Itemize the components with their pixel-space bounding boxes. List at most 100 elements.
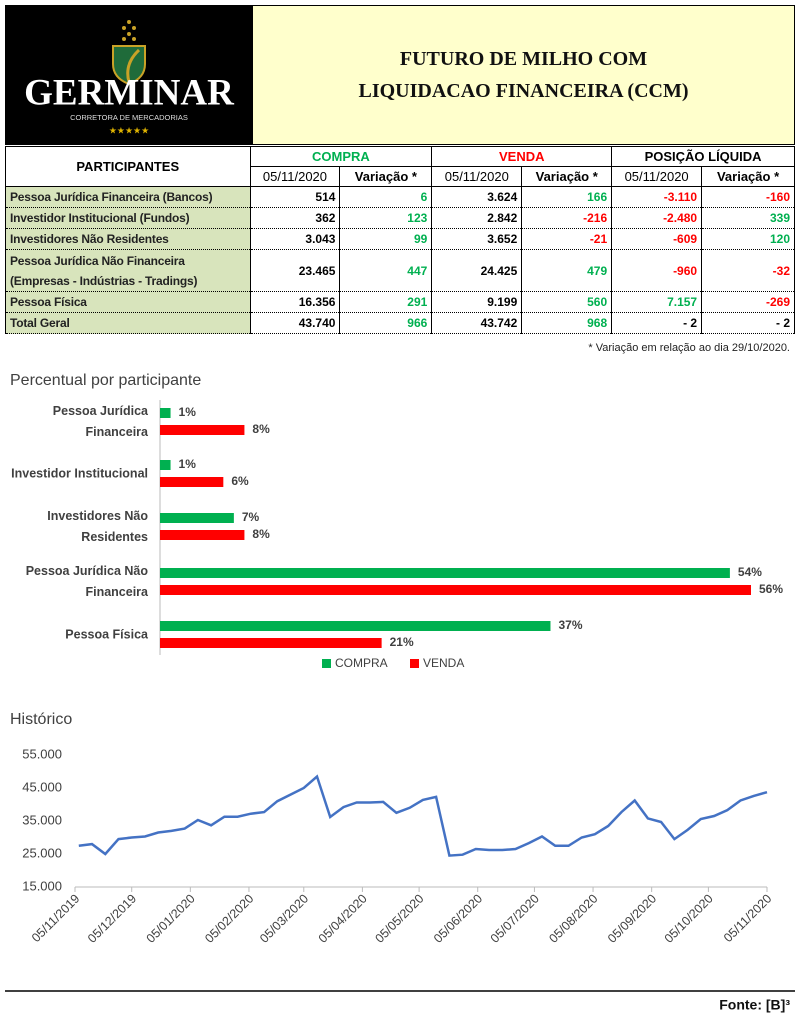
table-cell: -2.480 (611, 207, 703, 229)
column-header: Variação * (701, 166, 795, 187)
table-cell: 24.425 (431, 249, 523, 292)
value-label: 56% (759, 582, 783, 596)
value-label: 21% (390, 635, 414, 649)
table-cell: 560 (521, 291, 613, 313)
group-header: COMPRA (249, 146, 433, 167)
row-label: Investidores Não Residentes (5, 228, 251, 250)
table-cell: 23.465 (249, 249, 341, 292)
table-cell: 2.842 (431, 207, 523, 229)
x-tick-label: 05/10/2020 (662, 892, 716, 946)
value-label: 6% (231, 474, 249, 488)
category-label: Investidor Institucional (11, 466, 148, 481)
table-cell: 120 (701, 228, 795, 250)
positions-table: PARTICIPANTES COMPRA VENDA POSIÇÃO LÍQUIDA 0… (5, 146, 795, 334)
table-row: Investidor Institucional (Fundos) 362 123 2… (5, 207, 795, 229)
column-header: 05/11/2020 (431, 166, 523, 187)
table-cell: 3.624 (431, 186, 523, 208)
x-tick-label: 05/07/2020 (488, 892, 542, 946)
x-tick-label: 05/11/2020 (721, 892, 775, 946)
x-tick-label: 05/06/2020 (431, 892, 485, 946)
y-tick-label: 35.000 (22, 812, 62, 827)
table-cell: -960 (611, 249, 703, 292)
header: GERMINAR CORRETORA DE MERCADORIAS ★★★★★ … (5, 5, 795, 145)
table-cell: 43.740 (249, 312, 341, 334)
bar (160, 621, 551, 631)
column-header: Variação * (521, 166, 613, 187)
title-line: FUTURO DE MILHO COM (399, 48, 648, 70)
table-row: Pessoa Jurídica Financeira (Bancos) 514 6 3… (5, 186, 795, 208)
category-label: Pessoa Jurídica Não Financeira (25, 564, 148, 599)
row-label: Total Geral (5, 312, 251, 334)
legend-swatch (322, 659, 331, 668)
table-cell: - 2 (701, 312, 795, 334)
row-label: Pessoa Física (5, 291, 251, 313)
table-cell: 447 (339, 249, 433, 292)
table-cell: -21 (521, 228, 613, 250)
value-label: 37% (558, 618, 582, 632)
bar (160, 477, 224, 487)
brand: GERMINAR (24, 72, 235, 113)
column-header: Variação * (339, 166, 433, 187)
chart-title: Percentual por participante (10, 372, 201, 389)
bar (160, 460, 171, 470)
table-cell: 291 (339, 291, 433, 313)
category-label: Pessoa Física (65, 627, 148, 642)
table-cell: 43.742 (431, 312, 523, 334)
bar (160, 585, 751, 595)
table-row: Pessoa Física 16.356 291 9.199 560 7.157 -269 (5, 291, 795, 313)
table-cell: 339 (701, 207, 795, 229)
table-cell: 6 (339, 186, 433, 208)
x-tick-label: 05/08/2020 (546, 892, 600, 946)
column-header: 05/11/2020 (611, 166, 703, 187)
header-row: PARTICIPANTES COMPRA VENDA POSIÇÃO LÍQUIDA (5, 146, 795, 187)
table-row: Investidores Não Residentes 3.043 99 3.652-… (5, 228, 795, 250)
table-cell: 968 (521, 312, 613, 334)
table-cell: - 2 (611, 312, 703, 334)
table-cell: -216 (521, 207, 613, 229)
bar (160, 530, 245, 540)
y-tick-label: 25.000 (22, 845, 62, 860)
corner-header: PARTICIPANTES (5, 146, 251, 187)
table-cell: -3.110 (611, 186, 703, 208)
table-cell: 99 (339, 228, 433, 250)
group-header: POSIÇÃO LÍQUIDA (611, 146, 795, 167)
table-cell: -269 (701, 291, 795, 313)
x-tick-label: 05/12/2019 (85, 892, 139, 946)
table-cell: 362 (249, 207, 341, 229)
table-cell: -160 (701, 186, 795, 208)
x-tick-label: 05/04/2020 (316, 892, 370, 946)
y-tick-label: 55.000 (22, 746, 62, 761)
table-note: * Variação em relação ao dia 29/10/2020. (588, 342, 790, 354)
category-label: Investidores Não Residentes (47, 509, 148, 544)
table-cell: 123 (339, 207, 433, 229)
bar (160, 513, 234, 523)
logo-mark: GERMINAR CORRETORA DE MERCADORIAS ★★★★★ (24, 20, 235, 135)
category-label: Pessoa Jurídica Financeira (52, 404, 148, 439)
bar (160, 568, 730, 578)
tagline: CORRETORA DE MERCADORIAS (70, 113, 188, 122)
table-cell: 966 (339, 312, 433, 334)
footer-source: Fonte: [B]³ (719, 997, 790, 1013)
title-line: LIQUIDACAO FINANCEIRA (CCM) (358, 80, 689, 102)
title-box: FUTURO DE MILHO COM LIQUIDACAO FINANCEIR… (251, 6, 794, 144)
row-label: Pessoa Jurídica Financeira (Bancos) (5, 186, 251, 208)
legend-label: VENDA (423, 656, 464, 670)
legend-swatch (410, 659, 419, 668)
row-label: Investidor Institucional (Fundos) (5, 207, 251, 229)
table-cell: -32 (701, 249, 795, 292)
x-tick-label: 05/11/2019 (29, 892, 83, 946)
value-label: 1% (179, 405, 197, 419)
table-row: Pessoa Jurídica Não Financeira (Empresas… (5, 249, 795, 292)
stars: ★★★★★ (109, 125, 149, 135)
table-cell: 3.652 (431, 228, 523, 250)
value-label: 8% (252, 422, 270, 436)
value-label: 7% (242, 510, 260, 524)
group-header: VENDA (431, 146, 613, 167)
x-tick-label: 05/05/2020 (372, 892, 426, 946)
value-label: 1% (179, 457, 197, 471)
y-tick-label: 15.000 (22, 878, 62, 893)
y-tick-label: 45.000 (22, 779, 62, 794)
table-cell: 166 (521, 186, 613, 208)
